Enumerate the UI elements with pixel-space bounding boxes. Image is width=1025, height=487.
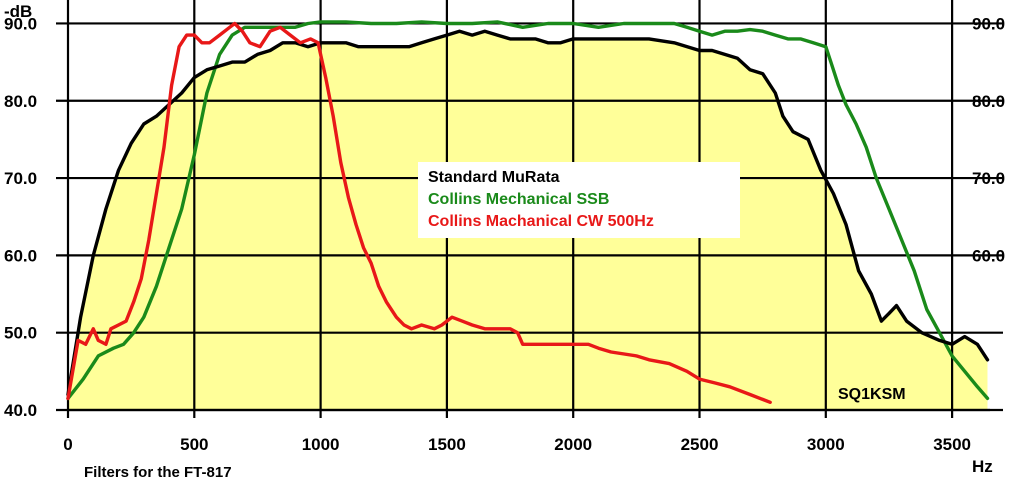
x-tick-label: 0: [63, 435, 72, 454]
series-line-3: [66, 21, 772, 404]
x-tick-label: 1500: [428, 435, 466, 454]
series-line-1: [66, 29, 990, 397]
x-tick-label: 2500: [681, 435, 719, 454]
legend: Standard MuRata Collins Mechanical SSB C…: [418, 162, 740, 238]
y-tick-label-left: 50.0: [4, 324, 37, 343]
legend-entry-1: Standard MuRata: [428, 169, 560, 186]
footnote: Filters for the FT-817: [84, 464, 232, 481]
x-axis-label: Hz: [972, 457, 993, 476]
x-tick-label: 3500: [933, 435, 971, 454]
legend-entry-2: Collins Mechanical SSB: [428, 191, 609, 208]
legend-box: [418, 162, 740, 238]
y-axis-label: -dB: [4, 2, 32, 21]
y-tick-label-right: 80.0: [972, 92, 1005, 111]
y-tick-label-right: 90.0: [972, 14, 1005, 33]
watermark: SQ1KSM: [838, 386, 906, 403]
x-tick-label: 2000: [554, 435, 592, 454]
y-tick-label-right: 70.0: [972, 169, 1005, 188]
y-tick-label-left: 60.0: [4, 246, 37, 265]
y-tick-label-left: 40.0: [4, 401, 37, 420]
x-tick-label: 1000: [302, 435, 340, 454]
series-line-2: [66, 20, 990, 401]
y-tick-label-left: 70.0: [4, 169, 37, 188]
x-tick-label: 500: [180, 435, 208, 454]
y-tick-label-left: 80.0: [4, 92, 37, 111]
y-tick-label-left: 90.0: [4, 14, 37, 33]
x-tick-label: 3000: [807, 435, 845, 454]
legend-entry-3: Collins Machanical CW 500Hz: [428, 213, 654, 230]
y-tick-label-right: 60.0: [972, 246, 1005, 265]
